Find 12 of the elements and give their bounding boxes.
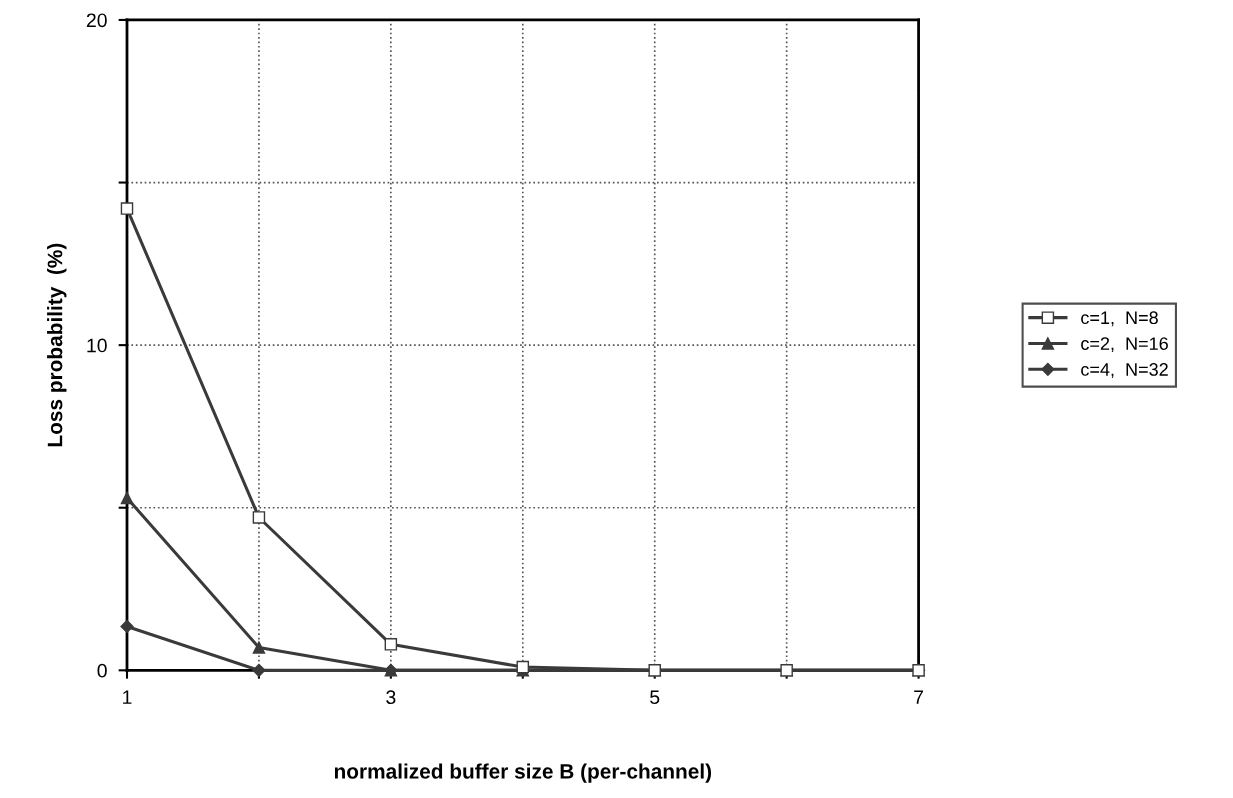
legend-label: c=2, N=16 xyxy=(1081,337,1168,353)
x-axis-title: normalized buffer size B (per-channel) xyxy=(334,763,712,783)
y-tick-label: 20 xyxy=(86,13,107,28)
x-tick-label: 3 xyxy=(386,690,396,705)
y-tick-label: 10 xyxy=(87,338,107,353)
legend-label: c=1, N=8 xyxy=(1081,311,1158,327)
y-tick-label: 0 xyxy=(97,663,107,678)
legend-label: c=4, N=32 xyxy=(1081,363,1168,378)
x-tick-label: 1 xyxy=(123,690,132,704)
x-tick-label: 5 xyxy=(650,690,660,705)
x-tick-label: 7 xyxy=(914,690,924,704)
y-axis-title: Loss probability (%) xyxy=(47,243,67,447)
